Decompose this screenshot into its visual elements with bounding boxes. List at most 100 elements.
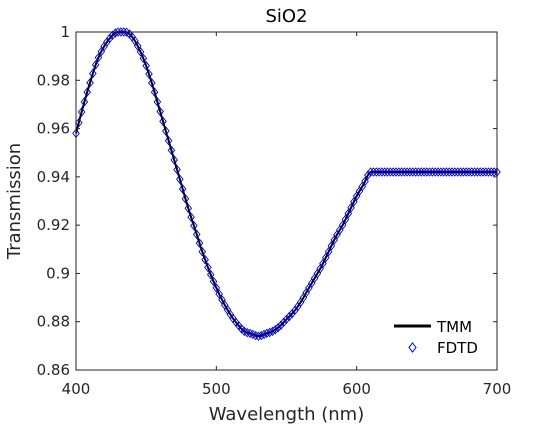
fdtd-point xyxy=(215,289,223,299)
fdtd-point xyxy=(279,317,288,328)
fdtd-point xyxy=(117,27,125,37)
fdtd-point xyxy=(136,47,145,57)
fdtd-point xyxy=(285,311,294,322)
fdtd-point xyxy=(462,167,470,177)
fdtd-point xyxy=(369,167,378,177)
fdtd-point xyxy=(316,264,324,274)
fdtd-point xyxy=(170,155,179,165)
fdtd-point xyxy=(451,167,459,177)
y-tick-label: 0.86 xyxy=(37,361,70,379)
fdtd-point xyxy=(470,167,479,177)
fdtd-point xyxy=(204,262,212,273)
x-tick-label: 400 xyxy=(62,380,91,398)
legend-label-fdtd: FDTD xyxy=(437,339,478,357)
fdtd-point xyxy=(383,167,392,177)
legend-marker-swatch xyxy=(408,342,417,353)
fdtd-point xyxy=(414,167,423,177)
fdtd-point xyxy=(159,116,167,127)
fdtd-point xyxy=(431,167,440,177)
fdtd-point xyxy=(442,167,451,177)
fdtd-point xyxy=(439,167,448,177)
fdtd-point xyxy=(162,126,170,136)
fdtd-point xyxy=(167,145,176,156)
y-tick-label: 0.9 xyxy=(46,264,70,282)
fdtd-point xyxy=(145,69,153,79)
series-layer xyxy=(72,27,501,341)
fdtd-point xyxy=(75,117,83,128)
y-tick-label: 1 xyxy=(60,23,70,41)
x-axis-label: Wavelength (nm) xyxy=(209,404,365,425)
fdtd-point xyxy=(338,220,347,230)
y-axis-label: Transmission xyxy=(4,143,25,260)
fdtd-point xyxy=(364,170,372,180)
fdtd-point xyxy=(428,167,437,177)
fdtd-point xyxy=(350,197,358,207)
fdtd-point xyxy=(80,97,89,107)
chart-title: SiO2 xyxy=(265,6,307,27)
fdtd-point xyxy=(91,60,100,70)
fdtd-point xyxy=(139,53,148,64)
fdtd-point xyxy=(263,328,271,339)
fdtd-point xyxy=(448,167,456,177)
fdtd-point xyxy=(181,194,190,204)
fdtd-point xyxy=(133,41,142,51)
fdtd-point xyxy=(271,325,280,335)
fdtd-point xyxy=(156,106,164,117)
fdtd-point xyxy=(164,135,173,146)
fdtd-point xyxy=(77,107,86,117)
fdtd-point xyxy=(251,330,260,341)
fdtd-point xyxy=(380,167,389,177)
fdtd-point xyxy=(142,61,150,71)
fdtd-point xyxy=(324,246,333,257)
fdtd-point xyxy=(108,30,117,41)
fdtd-point xyxy=(473,167,482,177)
fdtd-point xyxy=(153,97,162,107)
fdtd-point xyxy=(417,167,425,177)
plot-background xyxy=(76,32,497,370)
fdtd-point xyxy=(378,167,386,177)
fdtd-point xyxy=(445,167,454,177)
fdtd-point xyxy=(268,326,277,337)
fdtd-point xyxy=(330,235,338,245)
fdtd-point xyxy=(218,294,226,305)
legend-label-tmm: TMM xyxy=(436,318,472,336)
fdtd-point xyxy=(265,327,274,338)
fdtd-point xyxy=(187,212,195,222)
fdtd-point xyxy=(375,167,383,177)
fdtd-point xyxy=(201,254,209,265)
fdtd-point xyxy=(291,305,299,316)
fdtd-point xyxy=(277,320,285,330)
fdtd-point xyxy=(366,167,375,177)
fdtd-point xyxy=(114,27,122,37)
fdtd-point xyxy=(392,167,400,177)
fdtd-point xyxy=(372,167,381,177)
fdtd-point xyxy=(476,167,484,177)
fdtd-point xyxy=(243,327,251,338)
fdtd-point xyxy=(453,167,462,177)
fdtd-point xyxy=(86,77,94,88)
ticks-layer: 400 500 600 700 0.86 0.88 0.9 0.92 0.94 0.96 0.98 1 xyxy=(37,23,512,398)
fdtd-point xyxy=(456,167,465,177)
x-tick-label: 600 xyxy=(342,380,371,398)
y-tick-label: 0.88 xyxy=(37,313,70,331)
fdtd-point xyxy=(341,214,350,225)
y-tick-label: 0.92 xyxy=(37,216,70,234)
fdtd-point xyxy=(465,167,473,177)
fdtd-point xyxy=(322,252,330,263)
fdtd-point xyxy=(481,167,490,177)
fdtd-point xyxy=(411,167,420,177)
fdtd-point xyxy=(467,167,476,177)
fdtd-point xyxy=(260,329,268,340)
fdtd-point xyxy=(105,33,114,44)
fdtd-point xyxy=(206,269,215,280)
fdtd-point xyxy=(257,330,266,341)
fdtd-point xyxy=(282,314,291,325)
fdtd-point xyxy=(103,37,111,47)
fdtd-point xyxy=(425,167,434,177)
fdtd-point xyxy=(254,331,263,341)
fdtd-point xyxy=(94,52,103,63)
fdtd-point xyxy=(434,167,442,177)
fdtd-point xyxy=(83,87,92,97)
fdtd-point xyxy=(406,167,414,177)
fdtd-point xyxy=(423,167,431,177)
